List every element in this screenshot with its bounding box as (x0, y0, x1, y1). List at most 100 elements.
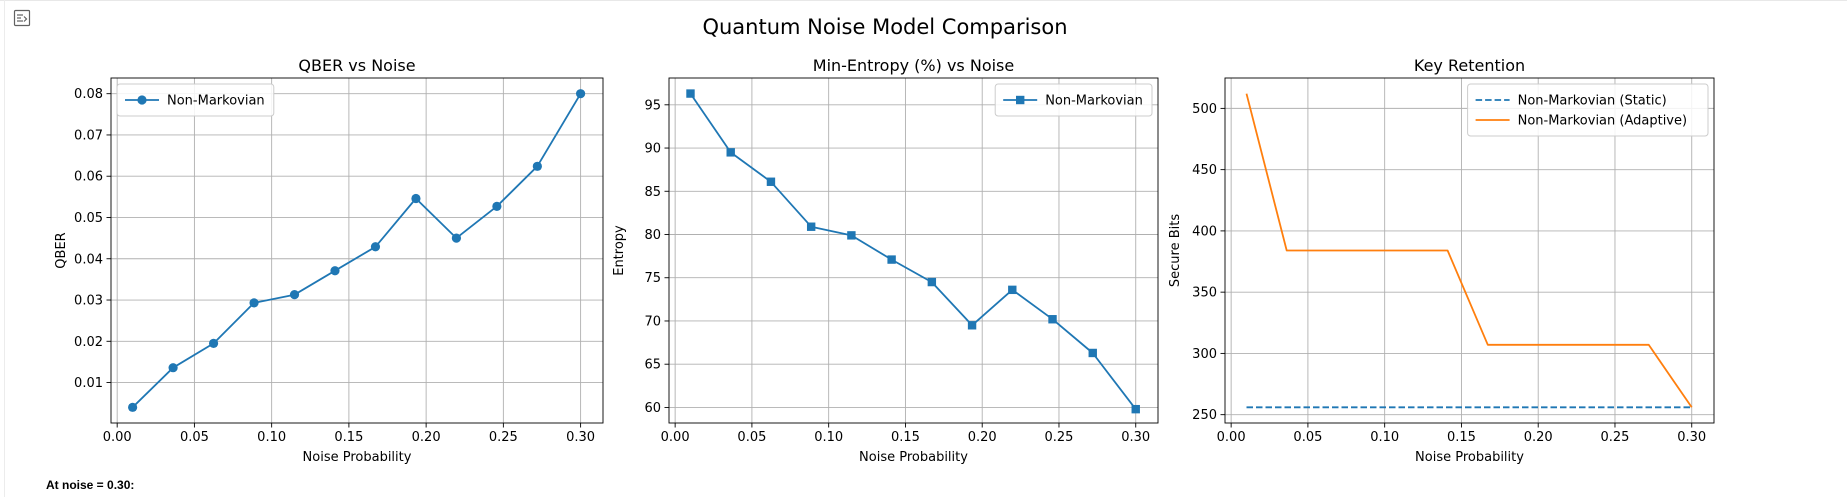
data-point (128, 402, 138, 412)
x-tick-label: 0.20 (1524, 430, 1553, 445)
x-tick-label: 0.20 (412, 430, 441, 445)
y-tick-label: 0.04 (74, 252, 103, 267)
axes-frame (668, 77, 1159, 424)
y-tick-label: 250 (1192, 408, 1217, 423)
x-tick-label: 0.00 (103, 430, 132, 445)
data-point (686, 89, 695, 98)
y-axis-label: Entropy (612, 225, 627, 276)
legend: Non-Markovian (116, 83, 275, 117)
legend-box (1467, 83, 1709, 137)
chart-1-qber-vs-noise: 0.00 0.05 0.10 0.15 0.20 0.25 0.30 0.01 0.02 0.03… (54, 56, 604, 465)
x-tick-label: 0.25 (1600, 430, 1629, 445)
output-collapse-icon[interactable] (12, 8, 32, 28)
y-tick-label: 80 (644, 228, 661, 243)
legend: Non-Markovian (994, 83, 1153, 117)
data-point (967, 321, 977, 330)
legend-marker (137, 95, 147, 105)
chart-2-min-entropy-vs-noise: 0.00 0.05 0.10 0.15 0.20 0.25 0.30 60 65 70 75 80 85… (612, 56, 1159, 465)
series-line-non-markovian (689, 93, 1137, 410)
y-tick-label: 95 (644, 98, 661, 113)
y-tick-label: 0.02 (74, 335, 103, 350)
data-point (1008, 285, 1017, 295)
y-tick-label: 450 (1192, 163, 1217, 178)
data-point (1131, 404, 1140, 414)
axes-frame (1224, 77, 1715, 424)
x-tick-label: 0.15 (334, 430, 363, 445)
x-tick-label: 0.10 (814, 430, 843, 445)
data-point (168, 363, 178, 373)
data-point (576, 89, 586, 99)
figure-title: Quantum Noise Model Comparison (702, 15, 1067, 39)
data-point (208, 338, 219, 348)
output-text: At noise = 0.30: (46, 478, 135, 492)
y-tick-label: 0.01 (74, 376, 103, 391)
x-tick-label: 0.20 (968, 430, 997, 445)
x-tick-label: 0.05 (737, 430, 766, 445)
x-axis-label: Noise Probability (859, 450, 968, 465)
legend-label: Non-Markovian (Static) (1518, 94, 1667, 109)
legend-label: Non-Markovian (Adaptive) (1518, 114, 1687, 129)
y-tick-label: 85 (644, 185, 661, 200)
y-tick-label: 0.03 (74, 294, 103, 309)
y-tick-label: 75 (644, 271, 661, 286)
data-point (492, 201, 502, 211)
y-axis-label: QBER (54, 232, 69, 268)
legend-marker (1016, 95, 1025, 105)
series-line-non-markovian-adaptive (1245, 93, 1693, 408)
data-point (847, 231, 856, 240)
data-point (532, 161, 542, 171)
x-tick-label: 0.15 (891, 430, 920, 445)
x-axis-label: Noise Probability (303, 450, 412, 465)
data-point (927, 277, 937, 287)
data-point (451, 233, 462, 243)
x-tick-label: 0.30 (566, 430, 595, 445)
axes-frame (110, 77, 604, 424)
y-tick-label: 0.07 (74, 128, 103, 143)
x-tick-label: 0.25 (489, 430, 518, 445)
x-tick-label: 0.00 (661, 430, 690, 445)
y-tick-label: 350 (1192, 286, 1217, 301)
y-tick-label: 0.08 (74, 87, 103, 102)
output-top-border (0, 0, 1847, 1)
legend: Non-Markovian (Static) Non-Markovian (Ada… (1467, 83, 1709, 137)
data-point (806, 222, 816, 231)
x-tick-label: 0.30 (1677, 430, 1706, 445)
y-tick-label: 60 (644, 401, 661, 416)
x-axis-label: Noise Probability (1415, 450, 1524, 465)
y-axis-label: Secure Bits (1168, 214, 1183, 287)
y-tick-label: 0.06 (74, 170, 103, 185)
y-tick-label: 0.05 (74, 211, 103, 226)
chart-title: Key Retention (1414, 56, 1525, 75)
series-line-non-markovian (131, 93, 582, 408)
x-tick-label: 0.05 (180, 430, 209, 445)
data-point (726, 148, 735, 157)
data-point (249, 298, 259, 308)
data-point (887, 255, 896, 264)
chart-3-key-retention: 0.00 0.05 0.10 0.15 0.20 0.25 0.30 250 300 350 400… (1168, 56, 1715, 465)
y-tick-label: 500 (1192, 102, 1217, 117)
data-point (330, 266, 340, 276)
x-tick-label: 0.15 (1447, 430, 1476, 445)
y-tick-label: 65 (644, 358, 661, 373)
chart-title: Min-Entropy (%) vs Noise (813, 56, 1014, 75)
x-tick-label: 0.30 (1121, 430, 1150, 445)
data-point (411, 193, 421, 204)
y-tick-label: 300 (1192, 347, 1217, 362)
legend-label: Non-Markovian (167, 94, 265, 109)
x-tick-label: 0.00 (1217, 430, 1246, 445)
y-tick-label: 70 (644, 314, 661, 329)
data-point (766, 177, 776, 186)
output-left-border (4, 0, 5, 497)
data-point (1088, 348, 1097, 358)
x-tick-label: 0.25 (1044, 430, 1073, 445)
y-tick-label: 90 (644, 142, 661, 157)
legend-box (994, 83, 1153, 117)
data-point (1048, 315, 1057, 324)
legend-label: Non-Markovian (1045, 94, 1143, 109)
figure-canvas: Quantum Noise Model Comparison 0.00 0.05 0… (54, 15, 1715, 465)
chart-title: QBER vs Noise (298, 56, 415, 75)
x-tick-label: 0.10 (257, 430, 286, 445)
x-tick-label: 0.10 (1370, 430, 1399, 445)
data-point (370, 242, 381, 252)
y-tick-label: 400 (1192, 224, 1217, 239)
